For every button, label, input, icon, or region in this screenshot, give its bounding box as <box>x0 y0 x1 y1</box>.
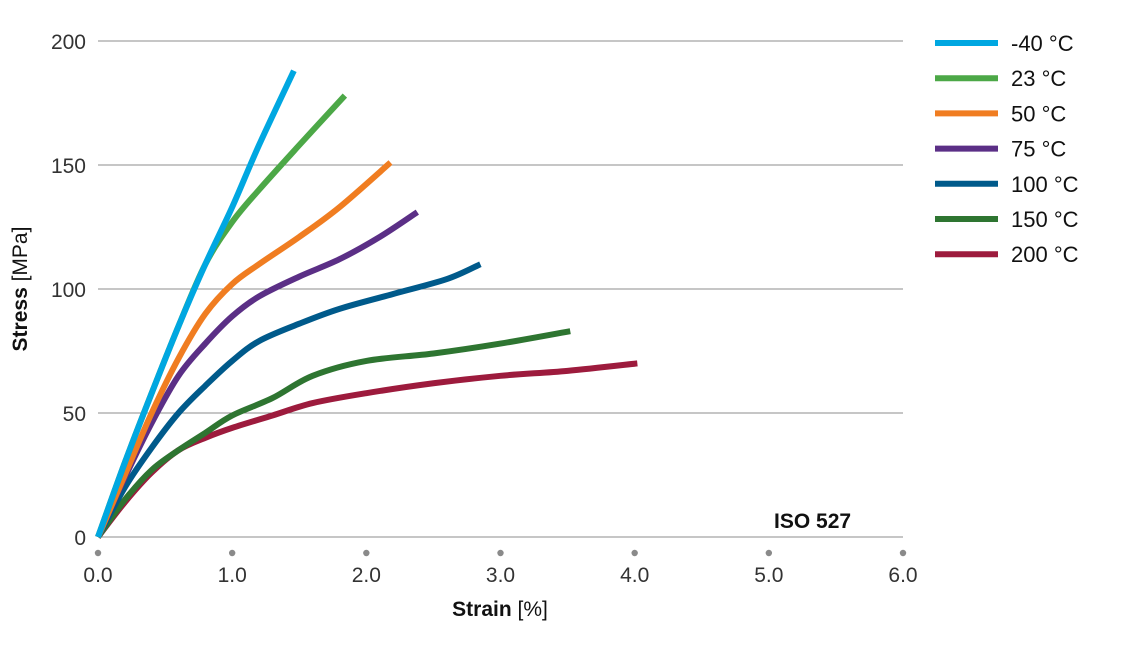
series-line-5 <box>95 328 571 539</box>
y-axis-ticks: 0 50 100 150 200 <box>51 31 86 550</box>
y-tick-label: 200 <box>51 31 86 54</box>
x-axis-ticks: 0.0 1.0 2.0 3.0 4.0 5.0 6.0 <box>83 549 918 587</box>
x-tick-label: 6.0 <box>888 564 917 587</box>
x-tick-mark <box>497 549 504 557</box>
x-axis-title-name: Strain <box>452 598 512 621</box>
series-line-0 <box>95 69 297 539</box>
y-axis-title: Stress [MPa] <box>9 227 32 352</box>
x-tick-mark <box>363 549 370 557</box>
y-tick-label: 150 <box>51 155 86 178</box>
legend: -40 °C 23 °C 50 °C 75 °C 100 °C 150 °C 200 °C <box>935 31 1079 267</box>
series-line-4 <box>95 261 482 539</box>
legend-label-2: 50 °C <box>1011 101 1066 126</box>
legend-label-1: 23 °C <box>1011 66 1066 91</box>
x-tick-label: 3.0 <box>486 564 515 587</box>
x-axis-title-unit: [%] <box>518 598 548 621</box>
series-line-3 <box>95 209 419 539</box>
x-tick-mark <box>899 549 907 557</box>
grid-lines <box>98 40 903 538</box>
legend-label-5: 150 °C <box>1011 207 1079 232</box>
x-tick-mark <box>631 549 638 557</box>
x-tick-label: 1.0 <box>218 564 247 587</box>
standard-annotation: ISO 527 <box>774 510 851 533</box>
x-tick-label: 0.0 <box>83 564 112 587</box>
y-tick-label: 50 <box>63 403 86 426</box>
y-axis-title-name: Stress <box>9 287 32 351</box>
x-tick-label: 2.0 <box>352 564 381 587</box>
x-tick-mark <box>94 549 102 557</box>
y-tick-label: 0 <box>74 527 86 550</box>
x-tick-label: 5.0 <box>754 564 783 587</box>
legend-label-6: 200 °C <box>1011 242 1079 267</box>
x-tick-label: 4.0 <box>620 564 649 587</box>
y-axis-title-unit: [MPa] <box>9 227 32 282</box>
data-series <box>95 69 638 539</box>
legend-label-4: 100 °C <box>1011 172 1079 197</box>
legend-label-3: 75 °C <box>1011 137 1066 162</box>
y-tick-label: 100 <box>51 279 86 302</box>
legend-label-0: -40 °C <box>1011 31 1074 56</box>
x-tick-mark <box>765 549 773 557</box>
x-axis-title: Strain [%] <box>452 598 548 621</box>
x-tick-mark <box>228 549 236 557</box>
series-line-2 <box>95 160 393 539</box>
